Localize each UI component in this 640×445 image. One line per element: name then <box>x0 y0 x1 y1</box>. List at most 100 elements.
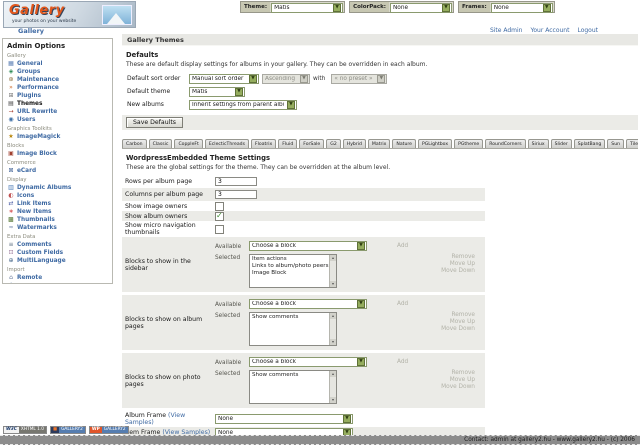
tab-carbon[interactable]: Carbon <box>122 139 147 148</box>
tab-pgtheme[interactable]: PGtheme <box>454 139 484 148</box>
tab-splatbang[interactable]: SplatBang <box>573 139 606 148</box>
show-micro-nav-checkbox[interactable] <box>215 224 224 234</box>
columns-per-page-input[interactable] <box>215 190 257 199</box>
tab-hybrid[interactable]: Hybrid <box>342 139 366 148</box>
list-action-button[interactable]: Move Down <box>441 268 475 274</box>
theme-quick-select[interactable]: Matis ▼ <box>271 3 344 13</box>
tab-forsale[interactable]: ForSale <box>299 139 325 148</box>
sidebar-item-icons[interactable]: ◐ Icons <box>8 192 35 199</box>
sidebar-item-performance[interactable]: » Performance <box>7 84 110 92</box>
list-item[interactable]: Image Block <box>252 270 287 276</box>
scroll-up-icon[interactable]: ▴ <box>330 371 336 377</box>
list-action-button[interactable]: Move Down <box>441 326 475 332</box>
wpg2-badge[interactable]: WP GALLERY2 <box>88 426 129 434</box>
photo-blocks-available-select[interactable]: Choose a block ▼ <box>249 357 367 367</box>
sidebar-item-imagemagick[interactable]: ★ ImageMagick <box>8 133 61 140</box>
rows-per-page-input[interactable] <box>215 177 257 186</box>
scrollbar[interactable]: ▴ ▾ <box>329 313 336 345</box>
sidebar-item-new-items[interactable]: ∗ New Items <box>8 208 52 215</box>
sidebar-item-url-rewrite[interactable]: → URL Rewrite <box>8 108 58 115</box>
breadcrumb-gallery[interactable]: Gallery <box>18 27 45 35</box>
list-action-button[interactable]: Remove <box>451 370 475 376</box>
default-sort-order-select[interactable]: Manual sort order ▼ <box>189 73 259 84</box>
tab-nature[interactable]: Nature <box>392 139 416 148</box>
w3c-xhtml-badge[interactable]: W3C XHTML 1.0 <box>3 426 47 434</box>
photo-blocks-selected-list[interactable]: ▴ ▾ Show comments <box>249 370 337 404</box>
gallery2-badge[interactable]: ■ GALLERY2 <box>50 426 86 434</box>
list-action-button[interactable]: Remove <box>451 312 475 318</box>
site-admin-link[interactable]: Site Admin <box>489 27 523 34</box>
logout-link[interactable]: Logout <box>577 27 598 34</box>
colorpack-quick-select[interactable]: None ▼ <box>389 3 452 13</box>
scroll-up-icon[interactable]: ▴ <box>330 313 336 319</box>
save-defaults-button[interactable]: Save Defaults <box>126 117 183 128</box>
list-action-button[interactable]: Move Up <box>449 319 475 325</box>
item-frame-samples-link[interactable]: (View Samples) <box>162 429 211 436</box>
list-item[interactable]: Show comments <box>252 314 299 320</box>
sidebar-item-dynamic-albums[interactable]: ▥ Dynamic Albums <box>8 184 72 191</box>
sidebar-item-plugins[interactable]: ⊞ Plugins <box>8 92 42 99</box>
logo-title: Gallery <box>9 3 65 18</box>
album-frame-select[interactable]: None ▼ <box>215 414 353 424</box>
sidebar-item-upload-applet[interactable]: ↑Upload Applet <box>7 282 110 283</box>
tab-siriux[interactable]: Siriux <box>527 139 549 148</box>
sidebar-item-groups[interactable]: ◈ Groups <box>8 68 41 75</box>
sidebar-item-themes[interactable]: ▤ Themes <box>8 100 43 107</box>
sidebar-blocks-available-select[interactable]: Choose a block ▼ <box>249 241 367 251</box>
sidebar-item-comments[interactable]: ≡ Comments <box>8 241 52 248</box>
scroll-down-icon[interactable]: ▾ <box>330 281 336 287</box>
sidebar-section-gallery: Gallery ▦ General ◈ Groups ⊛ Maintenance» Perf… <box>7 53 110 124</box>
list-action-button[interactable]: Move Up <box>449 261 475 267</box>
sidebar-item-link-items[interactable]: ⇄ Link Items <box>8 200 52 207</box>
tab-g2[interactable]: G2 <box>326 139 341 148</box>
sidebar-item-remote[interactable]: ⌂ Remote <box>7 274 110 282</box>
tab-copplert[interactable]: CoppleFt <box>174 139 203 148</box>
tab-floatrix[interactable]: Floatrix <box>250 139 277 148</box>
sort-preset-select: « no preset » ▼ <box>331 73 388 84</box>
scroll-up-icon[interactable]: ▴ <box>330 255 336 261</box>
tab-tile[interactable]: Tile <box>626 139 638 148</box>
site-logo[interactable]: Gallery your photos on your website <box>3 1 136 28</box>
scroll-down-icon[interactable]: ▾ <box>330 397 336 403</box>
photo-blocks-add-button[interactable]: Add <box>397 359 409 365</box>
tab-pglightbox[interactable]: PGLightbox <box>417 139 453 148</box>
sidebar-item-ecard[interactable]: ⊠ eCard <box>8 167 37 174</box>
list-action-button[interactable]: Move Up <box>449 377 475 383</box>
tab-fluid[interactable]: Fluid <box>278 139 298 148</box>
sidebar-item-maintenance[interactable]: ⊛ Maintenance <box>8 76 60 83</box>
list-item[interactable]: Item actions <box>252 256 287 262</box>
tab-roundcorners[interactable]: RoundCorners <box>485 139 526 148</box>
list-item[interactable]: Show comments <box>252 372 299 378</box>
your-account-link[interactable]: Your Account <box>530 27 570 34</box>
album-blocks-available-select[interactable]: Choose a block ▼ <box>249 299 367 309</box>
tab-eclecticthreads[interactable]: EclecticThreads <box>204 139 249 148</box>
scrollbar[interactable]: ▴ ▾ <box>329 255 336 287</box>
sidebar-item-users[interactable]: ◉ Users <box>8 116 36 123</box>
tab-sun[interactable]: Sun <box>607 139 625 148</box>
show-image-owners-checkbox[interactable] <box>215 201 224 211</box>
album-frame-samples-link[interactable]: (View Samples) <box>125 412 186 426</box>
sidebar-item-thumbnails[interactable]: ▩ Thumbnails <box>8 216 55 223</box>
show-album-owners-checkbox[interactable] <box>215 211 224 221</box>
sidebar-blocks-selected-list[interactable]: ▴ ▾ Item actions Links to album/photo peer… <box>249 254 337 288</box>
sidebar-item-image-block[interactable]: ▣ Image Block <box>8 150 57 157</box>
new-albums-select[interactable]: Inherit settings from parent album ▼ <box>189 99 297 110</box>
list-action-button[interactable]: Move Down <box>441 384 475 390</box>
scrollbar[interactable]: ▴ ▾ <box>329 371 336 403</box>
album-blocks-selected-list[interactable]: ▴ ▾ Show comments <box>249 312 337 346</box>
scroll-down-icon[interactable]: ▾ <box>330 339 336 345</box>
sidebar-item-watermarks[interactable]: ≈ Watermarks <box>8 224 57 231</box>
frames-quick-select[interactable]: None ▼ <box>490 3 553 13</box>
tab-matrix[interactable]: Matrix <box>367 139 391 148</box>
validation-badges: W3C XHTML 1.0 ■ GALLERY2 WP GALLERY2 <box>3 426 129 434</box>
tab-slider[interactable]: Slider <box>550 139 572 148</box>
list-action-button[interactable]: Remove <box>451 254 475 260</box>
default-theme-select[interactable]: Matis ▼ <box>189 86 245 97</box>
album-blocks-add-button[interactable]: Add <box>397 301 409 307</box>
sidebar-blocks-add-button[interactable]: Add <box>397 243 409 249</box>
list-item[interactable]: Links to album/photo peers <box>252 263 329 269</box>
sidebar-item-multilanguage[interactable]: ⊕ MultiLanguage <box>8 257 66 264</box>
tab-classic[interactable]: Classic <box>148 139 173 148</box>
sidebar-item-custom-fields[interactable]: ⊡ Custom Fields <box>8 249 64 256</box>
sidebar-item-general[interactable]: ▦ General <box>8 60 43 67</box>
